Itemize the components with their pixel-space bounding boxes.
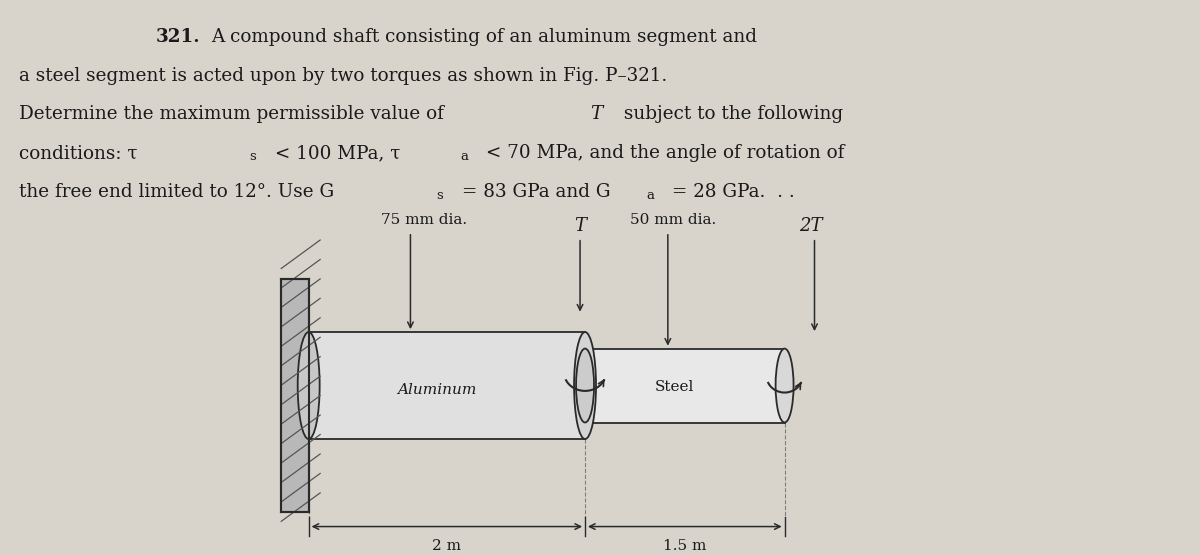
Ellipse shape [574, 332, 596, 439]
Text: a: a [461, 150, 468, 163]
Text: T: T [574, 217, 586, 235]
Text: 321.: 321. [156, 28, 200, 46]
Text: 2 m: 2 m [432, 539, 461, 553]
Text: s: s [437, 189, 443, 202]
Text: = 83 GPa and G: = 83 GPa and G [456, 183, 611, 201]
Text: < 70 MPa, and the angle of rotation of: < 70 MPa, and the angle of rotation of [480, 144, 845, 163]
Text: Determine the maximum permissible value of: Determine the maximum permissible value … [19, 105, 450, 123]
Ellipse shape [576, 349, 594, 422]
Ellipse shape [298, 332, 319, 439]
Text: a: a [646, 189, 654, 202]
Polygon shape [586, 349, 785, 422]
Text: 1.5 m: 1.5 m [664, 539, 707, 553]
Text: T: T [590, 105, 602, 123]
Text: A compound shaft consisting of an aluminum segment and: A compound shaft consisting of an alumin… [211, 28, 757, 46]
Text: Steel: Steel [655, 381, 695, 395]
Text: = 28 GPa.  . .: = 28 GPa. . . [666, 183, 794, 201]
Text: 75 mm dia.: 75 mm dia. [380, 213, 467, 227]
Polygon shape [281, 279, 308, 512]
Text: the free end limited to 12°. Use G: the free end limited to 12°. Use G [19, 183, 335, 201]
Text: s: s [248, 150, 256, 163]
Text: Aluminum: Aluminum [397, 384, 476, 397]
Text: conditions: τ: conditions: τ [19, 144, 138, 163]
Text: 50 mm dia.: 50 mm dia. [630, 213, 716, 227]
Polygon shape [308, 332, 586, 439]
Text: subject to the following: subject to the following [618, 105, 844, 123]
Text: 2T: 2T [799, 217, 823, 235]
Text: a steel segment is acted upon by two torques as shown in Fig. P–321.: a steel segment is acted upon by two tor… [19, 67, 667, 84]
Text: < 100 MPa, τ: < 100 MPa, τ [269, 144, 400, 163]
Ellipse shape [775, 349, 793, 422]
